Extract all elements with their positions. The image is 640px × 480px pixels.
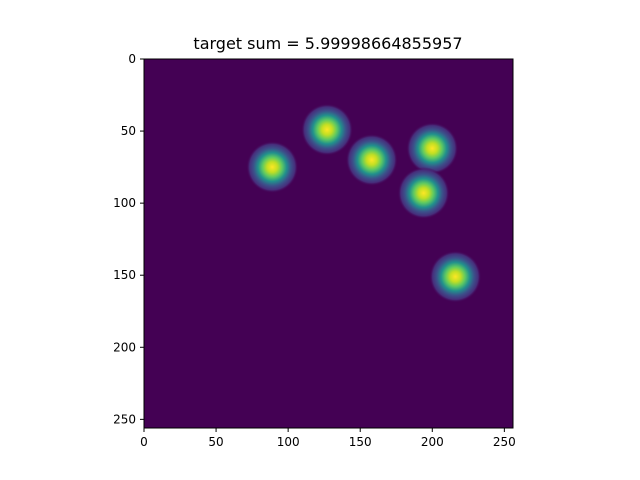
x-axis: 0 50 100 150 200 250 xyxy=(140,428,516,449)
x-tick-label: 50 xyxy=(208,435,223,449)
x-tick-label: 100 xyxy=(277,435,300,449)
y-tick-label: 0 xyxy=(128,52,136,66)
x-tick-label: 150 xyxy=(349,435,372,449)
chart-title: target sum = 5.99998664855957 xyxy=(193,34,462,53)
y-tick-label: 100 xyxy=(113,196,136,210)
y-tick-label: 150 xyxy=(113,268,136,282)
x-tick-label: 250 xyxy=(493,435,516,449)
axes-frame xyxy=(143,58,514,429)
y-axis: 0 50 100 150 200 250 xyxy=(113,52,144,426)
heatmap-blob xyxy=(246,141,299,194)
y-tick-label: 50 xyxy=(121,124,136,138)
heatmap-blobs xyxy=(246,103,482,303)
x-tick-label: 0 xyxy=(140,435,148,449)
y-tick-label: 250 xyxy=(113,412,136,426)
heatmap-blob xyxy=(397,167,450,219)
heatmap-blob xyxy=(429,250,482,303)
heatmap-blob xyxy=(345,133,398,186)
heatmap-blob xyxy=(406,122,459,175)
heatmap-blob xyxy=(301,103,354,156)
x-tick-label: 200 xyxy=(421,435,444,449)
y-tick-label: 200 xyxy=(113,340,136,354)
plot-area xyxy=(143,58,514,429)
